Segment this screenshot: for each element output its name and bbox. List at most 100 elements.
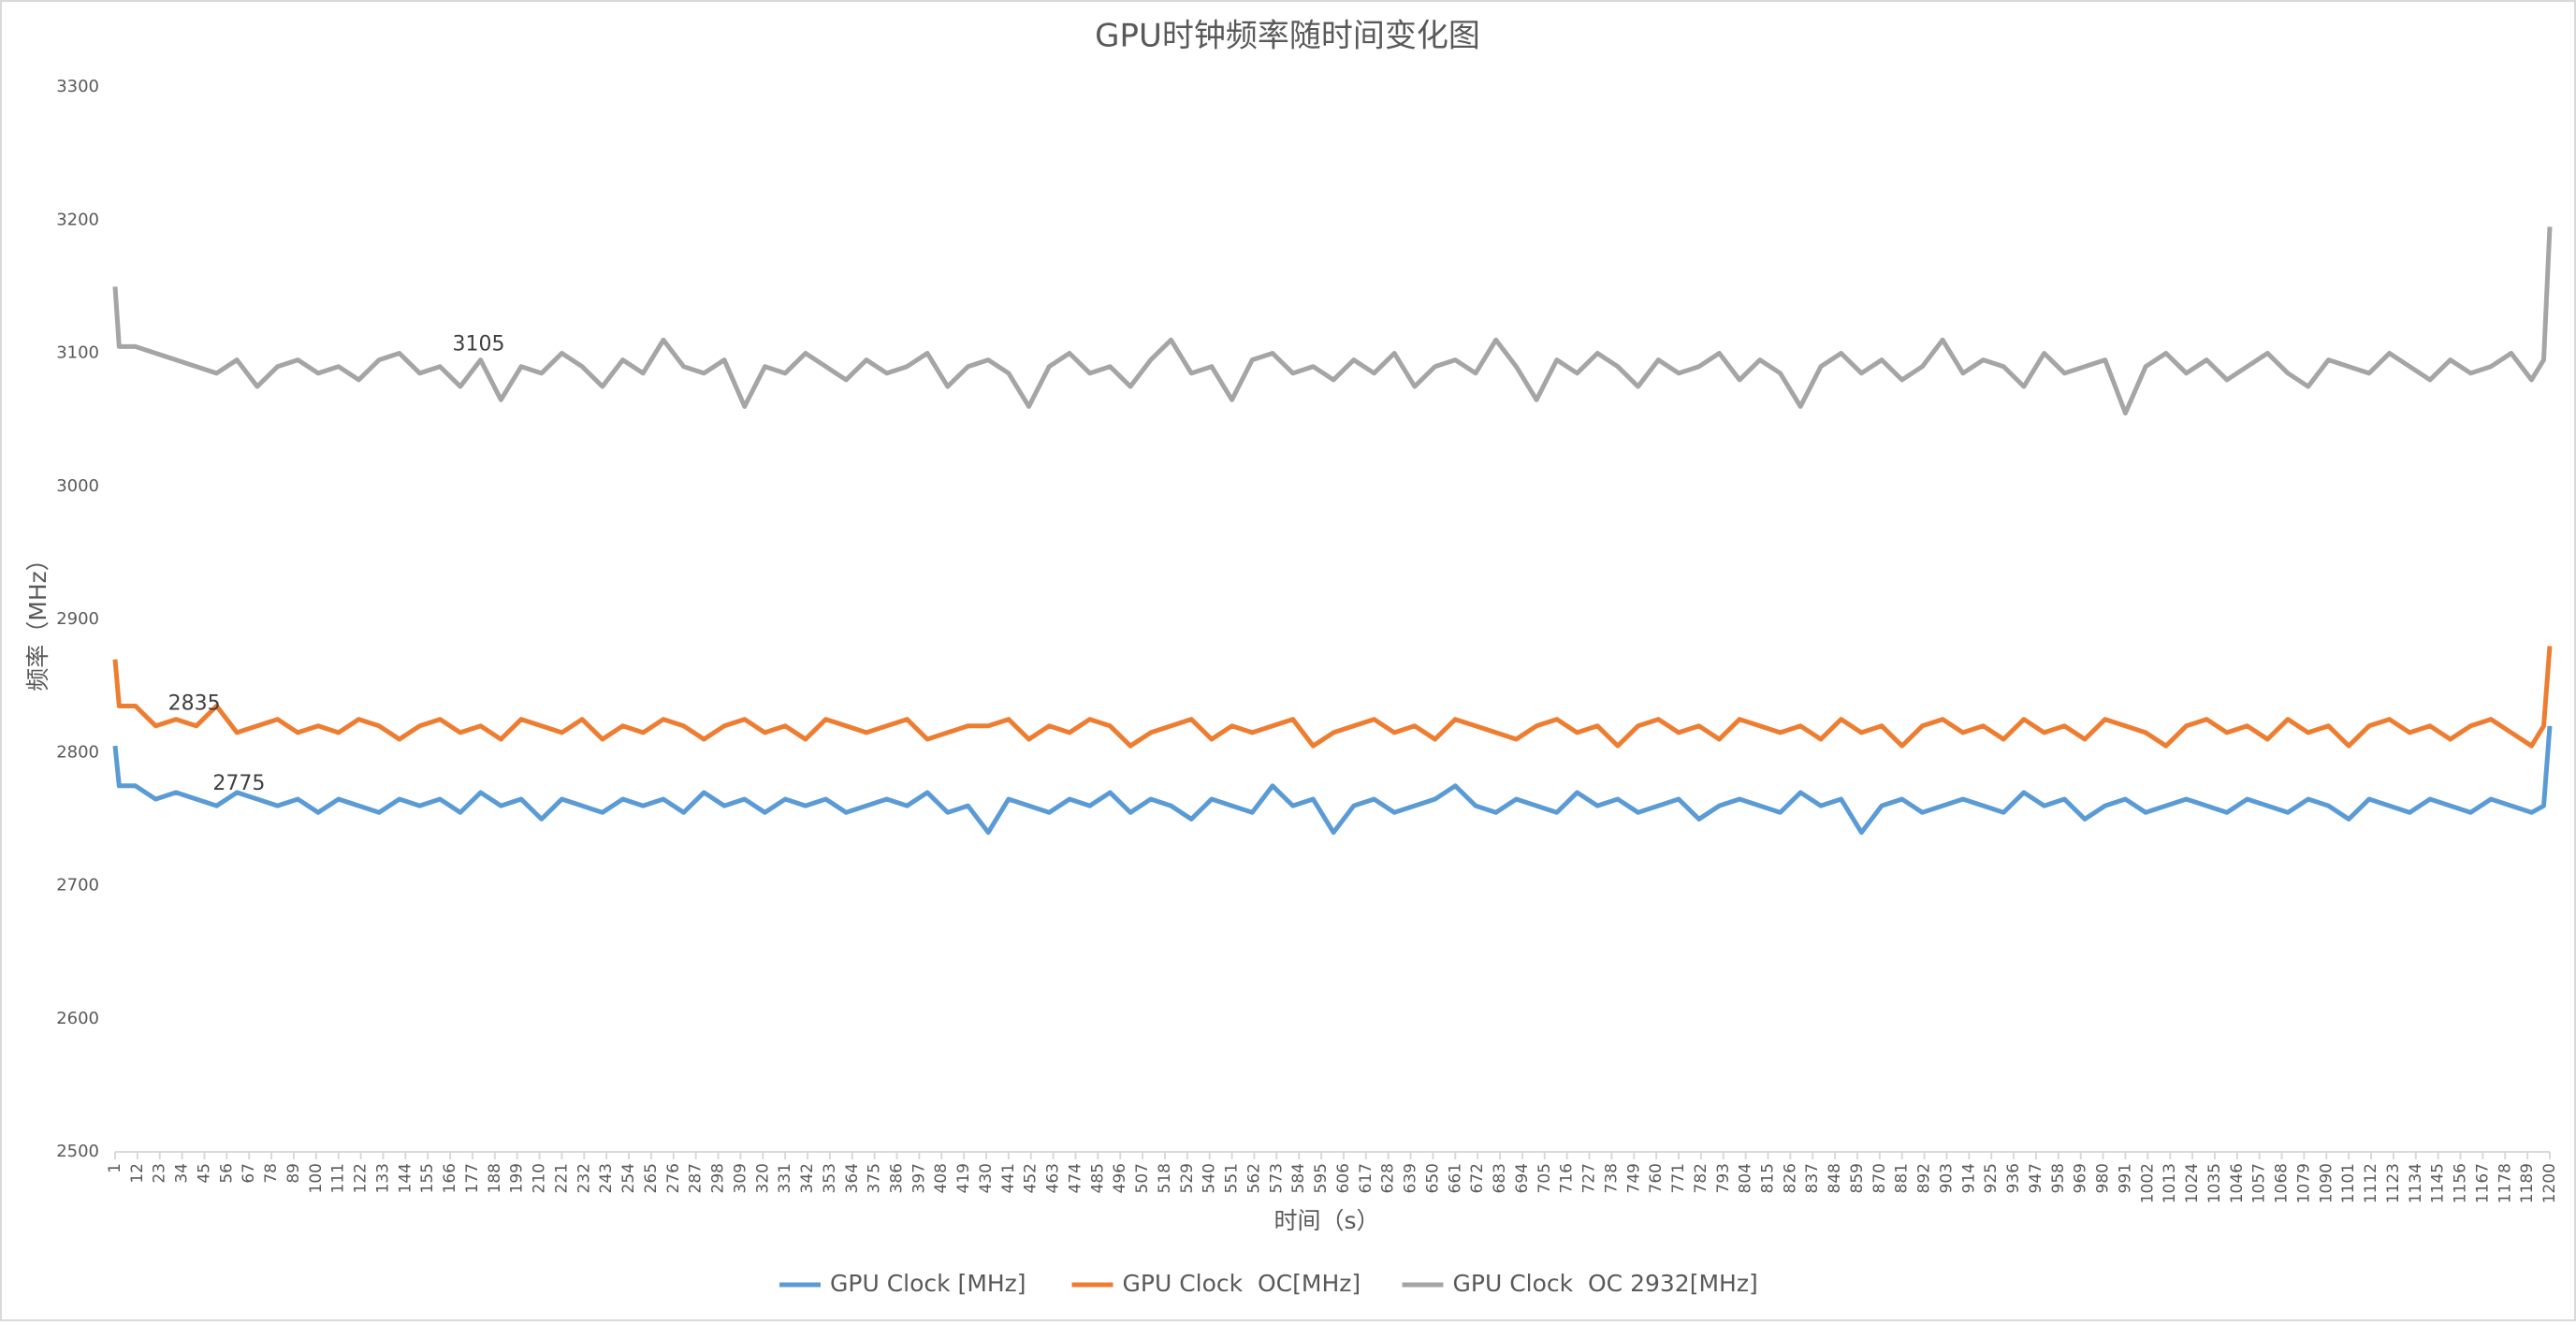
x-tick-label: 980 [2094, 1163, 2113, 1193]
x-tick-label: 749 [1624, 1163, 1643, 1193]
x-tick-label: 188 [486, 1163, 504, 1193]
x-tick-label: 221 [552, 1163, 571, 1193]
x-tick-label: 584 [1289, 1163, 1308, 1193]
x-tick-label: 419 [954, 1163, 973, 1193]
x-tick-label: 694 [1513, 1163, 1532, 1193]
x-tick-label: 1035 [2205, 1163, 2224, 1203]
x-tick-label: 144 [396, 1163, 415, 1193]
x-tick-label: 804 [1737, 1163, 1755, 1193]
x-tick-label: 199 [508, 1163, 527, 1193]
x-tick-label: 859 [1848, 1163, 1867, 1193]
x-tick-label: 760 [1647, 1163, 1666, 1193]
x-tick-label: 716 [1558, 1163, 1577, 1193]
data-label: 2835 [168, 692, 221, 715]
x-tick-label: 562 [1244, 1163, 1263, 1193]
x-tick-label: 771 [1669, 1163, 1688, 1193]
x-tick-label: 243 [597, 1163, 616, 1193]
x-tick-label: 232 [575, 1163, 593, 1193]
x-tick-label: 364 [843, 1163, 862, 1193]
x-tick-label: 155 [418, 1163, 437, 1193]
x-tick-label: 738 [1602, 1163, 1621, 1193]
x-tick-label: 892 [1915, 1163, 1934, 1193]
x-tick-label: 56 [217, 1163, 236, 1184]
x-tick-label: 166 [441, 1163, 459, 1193]
x-tick-label: 1189 [2518, 1163, 2537, 1203]
x-tick-label: 529 [1178, 1163, 1197, 1193]
x-tick-label: 1134 [2407, 1163, 2425, 1203]
x-tick-label: 320 [753, 1163, 772, 1193]
x-tick-label: 925 [1982, 1163, 2001, 1193]
x-tick-label: 100 [307, 1163, 326, 1193]
series-line [112, 226, 2553, 416]
series-line [112, 725, 2553, 836]
x-tick-label: 1101 [2339, 1163, 2358, 1203]
data-label: 2775 [212, 772, 265, 795]
x-tick-label: 452 [1022, 1163, 1041, 1193]
x-tick-label: 661 [1446, 1163, 1464, 1193]
x-tick-label: 1046 [2228, 1163, 2247, 1203]
x-tick-label: 474 [1066, 1163, 1084, 1193]
x-tick-label: 793 [1714, 1163, 1733, 1193]
x-tick-label: 1024 [2183, 1163, 2202, 1203]
x-tick-label: 1079 [2294, 1163, 2313, 1203]
legend-label: GPU Clock OC[MHz] [1123, 1270, 1361, 1297]
x-tick-label: 848 [1826, 1163, 1844, 1193]
x-tick-label: 1156 [2452, 1163, 2470, 1203]
x-tick-label: 837 [1803, 1163, 1822, 1193]
x-tick-label: 914 [1959, 1163, 1978, 1193]
y-tick-label: 2500 [56, 1142, 99, 1161]
x-tick-label: 254 [619, 1163, 638, 1193]
x-tick-label: 78 [262, 1163, 281, 1184]
y-tick-label: 2900 [56, 609, 99, 629]
x-tick-label: 177 [463, 1163, 482, 1193]
x-tick-label: 67 [240, 1163, 258, 1184]
x-tick-label: 133 [373, 1163, 392, 1193]
x-tick-label: 1200 [2540, 1163, 2559, 1203]
x-tick-label: 463 [1044, 1163, 1063, 1193]
x-tick-label: 903 [1937, 1163, 1956, 1193]
x-tick-label: 298 [709, 1163, 728, 1193]
x-tick-label: 276 [664, 1163, 683, 1193]
x-tick-label: 870 [1870, 1163, 1889, 1193]
x-tick-label: 518 [1156, 1163, 1174, 1193]
legend-label: GPU Clock [MHz] [830, 1270, 1026, 1297]
x-tick-label: 1057 [2250, 1163, 2269, 1203]
x-tick-label: 782 [1692, 1163, 1710, 1193]
x-tick-label: 1002 [2138, 1163, 2157, 1203]
x-tick-label: 639 [1402, 1163, 1420, 1193]
legend-label: GPU Clock OC 2932[MHz] [1453, 1270, 1758, 1297]
y-tick-label: 2700 [56, 876, 99, 895]
x-tick-label: 628 [1379, 1163, 1398, 1193]
x-tick-label: 881 [1893, 1163, 1912, 1193]
x-axis-title: 时间（s） [1273, 1207, 1379, 1234]
x-tick-label: 969 [2072, 1163, 2090, 1193]
y-tick-label: 3300 [56, 77, 99, 96]
x-tick-label: 1068 [2273, 1163, 2292, 1203]
x-tick-label: 441 [999, 1163, 1018, 1193]
x-tick-label: 1145 [2429, 1163, 2448, 1203]
x-tick-label: 705 [1535, 1163, 1554, 1193]
x-tick-label: 12 [128, 1163, 147, 1184]
x-tick-label: 551 [1223, 1163, 1242, 1193]
x-tick-label: 540 [1201, 1163, 1219, 1193]
y-tick-label: 3000 [56, 476, 99, 496]
x-tick-label: 397 [910, 1163, 928, 1193]
x-tick-label: 111 [329, 1163, 348, 1193]
x-tick-label: 958 [2049, 1163, 2068, 1193]
data-label: 3105 [452, 332, 504, 356]
x-tick-label: 122 [352, 1163, 371, 1193]
x-tick-label: 815 [1758, 1163, 1777, 1193]
x-tick-label: 1178 [2496, 1163, 2514, 1203]
x-tick-label: 485 [1088, 1163, 1107, 1193]
x-tick-label: 287 [687, 1163, 706, 1193]
x-tick-label: 34 [173, 1163, 192, 1184]
x-tick-label: 1 [106, 1163, 124, 1173]
x-tick-label: 1123 [2384, 1163, 2403, 1203]
x-tick-label: 265 [642, 1163, 661, 1193]
x-tick-label: 89 [284, 1163, 303, 1184]
x-tick-label: 683 [1491, 1163, 1509, 1193]
x-tick-label: 386 [888, 1163, 907, 1193]
